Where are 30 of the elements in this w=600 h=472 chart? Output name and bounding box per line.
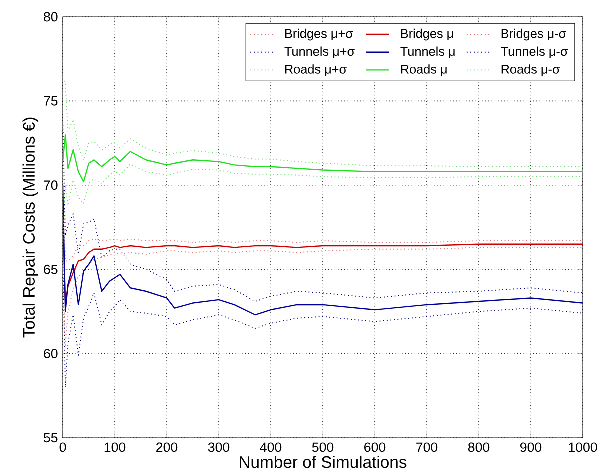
x-tick-label: 0 bbox=[60, 442, 66, 452]
x-tick-label: 700 bbox=[416, 442, 438, 452]
y-tick-label: 75 bbox=[44, 96, 58, 106]
y-tick-label: 55 bbox=[44, 433, 58, 443]
legend-label: Roads μ-σ bbox=[502, 64, 560, 76]
legend-label: Tunnels μ-σ bbox=[501, 46, 568, 58]
x-tick-label: 800 bbox=[468, 442, 490, 452]
y-tick-label: 60 bbox=[44, 349, 58, 359]
legend-label: Bridges μ+σ bbox=[286, 28, 354, 41]
legend-label: Bridges μ-σ bbox=[502, 28, 566, 41]
x-tick-label: 1000 bbox=[569, 442, 598, 452]
x-tick-label: 500 bbox=[312, 442, 334, 452]
y-tick-label: 70 bbox=[44, 180, 58, 190]
y-tick-label: 65 bbox=[44, 264, 58, 274]
legend-label: Tunnels μ+σ bbox=[284, 46, 355, 58]
legend-label: Roads μ bbox=[401, 64, 447, 76]
x-tick-label: 300 bbox=[208, 442, 230, 452]
legend-label: Bridges μ bbox=[401, 28, 454, 41]
x-tick-label: 600 bbox=[364, 442, 386, 452]
legend-label: Tunnels μ bbox=[400, 46, 455, 58]
x-tick-label: 900 bbox=[520, 442, 542, 452]
line-series bbox=[63, 118, 584, 302]
x-tick-label: 400 bbox=[260, 442, 282, 452]
y-axis-title: Total Repair Costs (Millions €) bbox=[22, 118, 38, 338]
x-tick-label: 200 bbox=[156, 442, 178, 452]
legend-label: Roads μ+σ bbox=[286, 64, 347, 76]
x-tick-label: 100 bbox=[104, 442, 126, 452]
y-tick-label: 80 bbox=[44, 12, 58, 22]
line-series bbox=[63, 252, 584, 388]
x-axis-title: Number of Simulations bbox=[240, 456, 407, 468]
